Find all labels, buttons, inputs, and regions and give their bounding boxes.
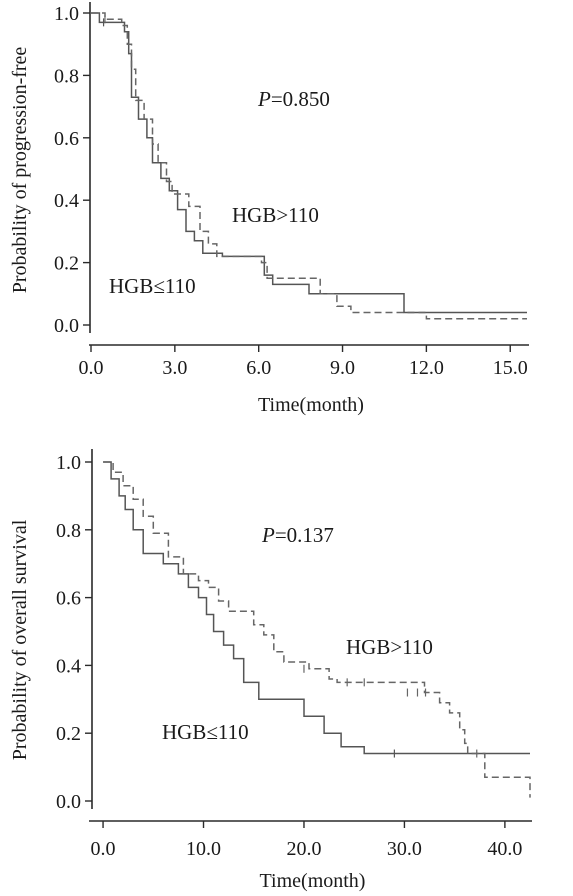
x-tick-label: 9.0 [330, 357, 355, 379]
x-tick-label: 40.0 [487, 838, 522, 860]
hgb-high-survival-curve [91, 12, 527, 320]
os-chart-panel: 0.0 0.2 0.4 0.6 0.8 1.0 0.0 10.0 20.0 30.0 40.0 Tim… [9, 449, 532, 892]
hgb-high-series-label: HGB>110 [346, 635, 433, 659]
x-tick-label: 6.0 [246, 357, 271, 379]
x-tick-label: 10.0 [186, 838, 221, 860]
hgb-low-series-label: HGB≤110 [109, 274, 196, 298]
y-tick-label: 0.8 [56, 520, 81, 542]
p-value-label: P=0.137 [261, 523, 334, 547]
y-axis-title: Probability of overall survival [9, 519, 31, 760]
y-tick-label: 0.2 [56, 723, 81, 745]
hgb-low-survival-curve [91, 12, 527, 314]
x-tick-label: 30.0 [387, 838, 422, 860]
hgb-high-survival-curve [103, 461, 531, 798]
y-tick-label: 1.0 [54, 3, 79, 25]
x-tick-label: 20.0 [286, 838, 321, 860]
x-tick-label: 0.0 [79, 357, 104, 379]
hgb-high-series-label: HGB>110 [232, 203, 319, 227]
pfs-chart-panel: 0.0 0.2 0.4 0.6 0.8 1.0 0.0 3.0 6.0 9.0 12.0 15.0 Ti… [9, 2, 529, 416]
x-tick-label: 3.0 [162, 357, 187, 379]
y-tick-label: 0.6 [54, 128, 79, 150]
hgb-low-survival-curve [103, 461, 530, 755]
x-tick-label: 0.0 [91, 838, 116, 860]
p-value-label: P=0.850 [257, 87, 330, 111]
y-tick-label: 0.2 [54, 253, 79, 275]
y-tick-label: 1.0 [56, 452, 81, 474]
y-tick-label: 0.6 [56, 588, 81, 610]
x-tick-label: 15.0 [493, 357, 528, 379]
x-axis-title: Time(month) [258, 394, 364, 416]
y-axis-title: Probability of progression-free [9, 47, 31, 294]
y-tick-label: 0.4 [54, 190, 79, 212]
y-tick-label: 0.0 [56, 791, 81, 813]
hgb-low-series-label: HGB≤110 [162, 720, 249, 744]
y-tick-label: 0.4 [56, 655, 81, 677]
y-tick-label: 0.0 [54, 315, 79, 337]
x-axis-title: Time(month) [260, 870, 366, 892]
y-tick-label: 0.8 [54, 65, 79, 87]
x-tick-label: 12.0 [409, 357, 444, 379]
